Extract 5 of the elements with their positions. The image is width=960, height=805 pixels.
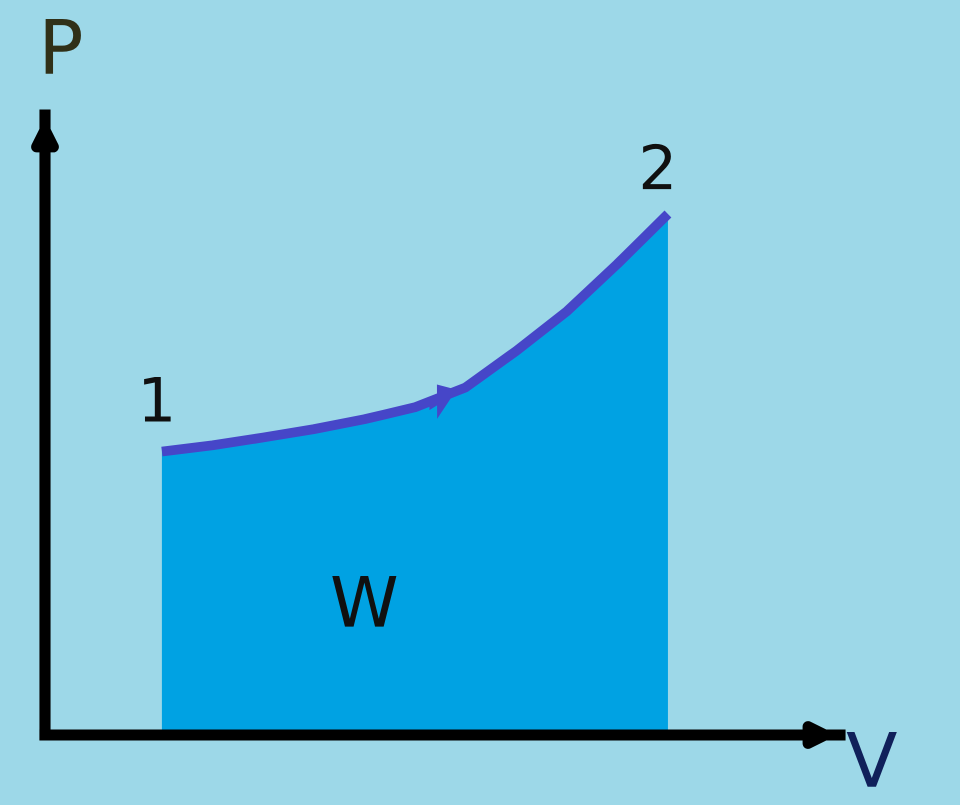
x-axis-title: V [846, 732, 897, 787]
y-axis-title: P [46, 19, 81, 74]
annotation: 1 [144, 376, 171, 422]
annotation: W [332, 576, 396, 627]
text: 2 [642, 144, 672, 190]
